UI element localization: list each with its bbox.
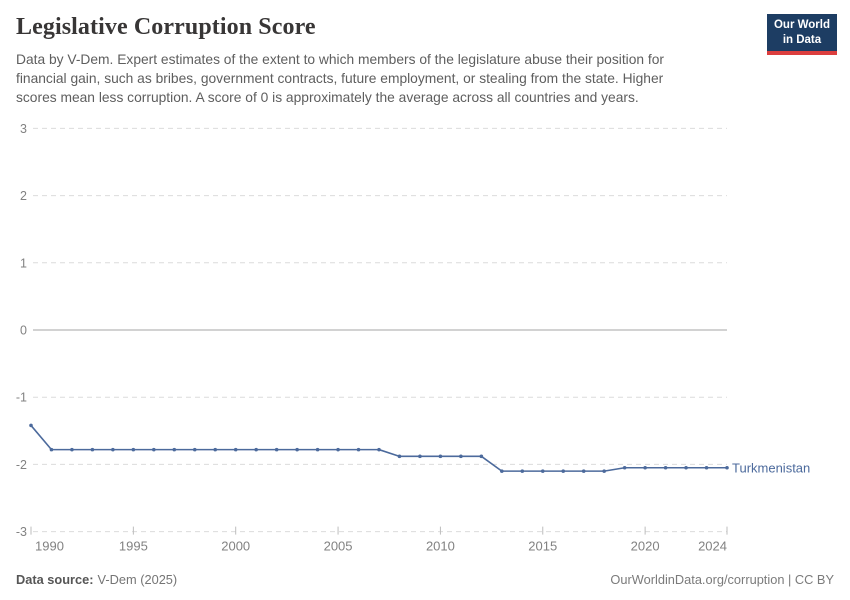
series-point[interactable] bbox=[315, 447, 320, 452]
chart-footer: Data source: V-Dem (2025) OurWorldinData.… bbox=[16, 572, 834, 587]
y-axis-tick-label: 3 bbox=[20, 122, 27, 136]
series-point[interactable] bbox=[520, 469, 525, 473]
footer-license-link[interactable]: OurWorldinData.org/corruption | CC BY bbox=[610, 572, 834, 587]
series-point[interactable] bbox=[459, 454, 463, 459]
series-point[interactable] bbox=[684, 465, 688, 470]
series-point[interactable] bbox=[192, 447, 197, 452]
series-point[interactable] bbox=[131, 447, 136, 452]
series-point[interactable] bbox=[274, 447, 279, 452]
x-axis-tick-label: 2000 bbox=[221, 539, 250, 554]
series-point[interactable] bbox=[602, 469, 606, 473]
y-axis-tick-label: -3 bbox=[16, 525, 27, 539]
series-point[interactable] bbox=[704, 465, 709, 470]
x-axis-tick-label: 1990 bbox=[35, 539, 64, 554]
series-point[interactable] bbox=[111, 447, 115, 452]
data-source-value: V-Dem (2025) bbox=[97, 572, 178, 587]
series-point[interactable] bbox=[70, 447, 74, 452]
y-axis-tick-label: 1 bbox=[20, 256, 27, 270]
series-point[interactable] bbox=[581, 469, 586, 473]
y-axis-tick-label: -2 bbox=[16, 458, 27, 472]
page-title: Legislative Corruption Score bbox=[16, 14, 316, 40]
series-point[interactable] bbox=[725, 465, 729, 470]
y-axis-tick-label: 2 bbox=[20, 189, 27, 203]
series-point[interactable] bbox=[49, 447, 54, 452]
chart-header: Legislative Corruption Score Data by V-D… bbox=[16, 14, 664, 107]
subtitle-line-1: Data by V-Dem. Expert estimates of the e… bbox=[16, 52, 665, 67]
series-point[interactable] bbox=[295, 447, 299, 452]
series-point[interactable] bbox=[397, 454, 402, 459]
subtitle-line-2: financial gain, such as bribes, governme… bbox=[16, 71, 664, 86]
x-axis-tick-label: 2015 bbox=[528, 539, 557, 554]
chart-subtitle: Data by V-Dem. Expert estimates of the e… bbox=[16, 50, 664, 107]
series-point[interactable] bbox=[356, 447, 361, 452]
series-point[interactable] bbox=[500, 469, 504, 473]
series-point[interactable] bbox=[213, 447, 218, 452]
series-point[interactable] bbox=[377, 447, 381, 452]
y-axis-tick-label: -1 bbox=[16, 391, 27, 405]
x-axis-tick-label: 2010 bbox=[426, 539, 455, 554]
series-point[interactable] bbox=[254, 447, 258, 452]
series-point[interactable] bbox=[643, 465, 647, 470]
owid-logo-line-2: in Data bbox=[782, 33, 822, 46]
series-point[interactable] bbox=[561, 469, 566, 473]
x-axis-tick-label: 2024 bbox=[698, 539, 727, 554]
series-point[interactable] bbox=[90, 447, 95, 452]
series-point[interactable] bbox=[438, 454, 443, 459]
owid-logo-line-1: Our World bbox=[773, 19, 830, 31]
owid-logo[interactable]: Our World in Data bbox=[766, 14, 837, 55]
subtitle-line-3: scores mean less corruption. A score of … bbox=[16, 90, 639, 105]
y-axis-tick-label: 0 bbox=[20, 324, 27, 338]
x-axis-tick-label: 1995 bbox=[119, 539, 148, 554]
series-point[interactable] bbox=[336, 447, 340, 452]
series-point[interactable] bbox=[172, 447, 177, 452]
series-point[interactable] bbox=[622, 465, 627, 470]
series-point[interactable] bbox=[418, 454, 422, 459]
series-point[interactable] bbox=[540, 469, 545, 473]
data-source-label: Data source: bbox=[16, 572, 94, 587]
series-point[interactable] bbox=[233, 447, 238, 452]
footer-data-source: Data source: V-Dem (2025) bbox=[16, 572, 177, 587]
x-axis-tick-label: 2005 bbox=[324, 539, 353, 554]
series-point[interactable] bbox=[29, 423, 33, 428]
series-point[interactable] bbox=[479, 454, 484, 459]
series-point[interactable] bbox=[663, 465, 668, 470]
x-axis-tick-label: 2020 bbox=[631, 539, 660, 554]
series-point[interactable] bbox=[152, 447, 156, 452]
series-entity-label[interactable]: Turkmenistan bbox=[732, 460, 810, 475]
